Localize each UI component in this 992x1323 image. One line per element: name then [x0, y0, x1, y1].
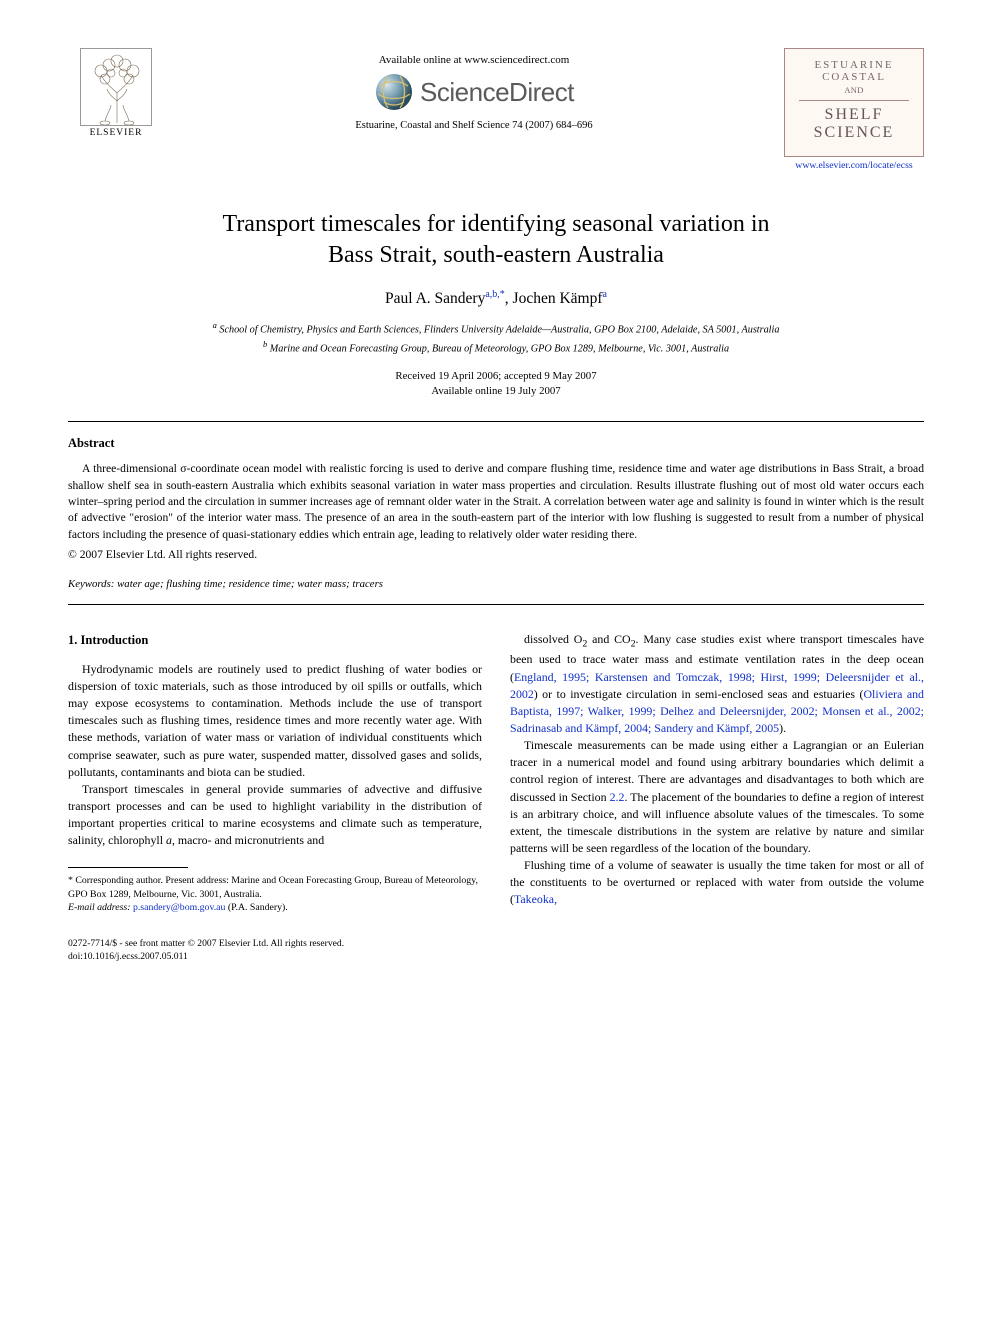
intro-p4: Timescale measurements can be made using… — [510, 737, 924, 857]
header-center: Available online at www.sciencedirect.co… — [164, 48, 784, 131]
corresponding-footnote: * Corresponding author. Present address:… — [68, 874, 482, 914]
affiliation-a: School of Chemistry, Physics and Earth S… — [219, 324, 779, 335]
cover-line-4: SHELF SCIENCE — [791, 106, 917, 142]
title-line-2: Bass Strait, south-eastern Australia — [328, 242, 664, 268]
journal-page: ELSEVIER Available online at www.science… — [0, 0, 992, 1004]
cover-line-3: AND — [844, 85, 863, 95]
author-2-sup: a — [603, 289, 607, 300]
sciencedirect-logo: ScienceDirect — [164, 72, 784, 112]
intro-p3: dissolved O2 and CO2. Many case studies … — [510, 631, 924, 737]
sciencedirect-text: ScienceDirect — [420, 77, 574, 108]
keywords: Keywords: water age; flushing time; resi… — [68, 578, 924, 590]
footnote-email-line: E-mail address: p.sandery@bom.gov.au (P.… — [68, 901, 482, 914]
author-2: Jochen Kämpf — [513, 291, 603, 308]
article-dates: Received 19 April 2006; accepted 9 May 2… — [68, 369, 924, 399]
footnote-separator — [68, 867, 188, 868]
authors: Paul A. Sanderya,b,*, Jochen Kämpfa — [68, 289, 924, 308]
author-1: Paul A. Sandery — [385, 291, 485, 308]
journal-url[interactable]: www.elsevier.com/locate/ecss — [784, 160, 924, 171]
section-1-heading: 1. Introduction — [68, 631, 482, 649]
ref-link-3[interactable]: Takeoka, — [514, 892, 557, 906]
intro-p2: Transport timescales in general provide … — [68, 781, 482, 850]
doi-block: 0272-7714/$ - see front matter © 2007 El… — [68, 938, 482, 964]
available-online-line: Available online at www.sciencedirect.co… — [164, 54, 784, 66]
elsevier-logo-block: ELSEVIER — [68, 48, 164, 138]
keywords-label: Keywords: — [68, 578, 114, 590]
journal-cover: ESTUARINE COASTAL AND SHELF SCIENCE — [784, 48, 924, 157]
abstract-heading: Abstract — [68, 436, 924, 451]
column-left: 1. Introduction Hydrodynamic models are … — [68, 631, 482, 964]
footnote-email-label: E-mail address: — [68, 902, 131, 913]
footnote-corr: * Corresponding author. Present address:… — [68, 874, 482, 900]
rule-bottom — [68, 604, 924, 605]
intro-p1: Hydrodynamic models are routinely used t… — [68, 661, 482, 781]
abstract-copyright: © 2007 Elsevier Ltd. All rights reserved… — [68, 547, 924, 563]
keywords-text: water age; flushing time; residence time… — [117, 578, 383, 590]
cover-line-2: COASTAL — [822, 71, 886, 83]
rule-top — [68, 421, 924, 422]
front-matter-line: 0272-7714/$ - see front matter © 2007 El… — [68, 938, 482, 951]
doi-line: doi:10.1016/j.ecss.2007.05.011 — [68, 951, 482, 964]
cover-line-1: ESTUARINE — [814, 59, 893, 71]
elsevier-tree-icon — [80, 48, 152, 126]
title-line-1: Transport timescales for identifying sea… — [223, 211, 770, 237]
header-row: ELSEVIER Available online at www.science… — [68, 48, 924, 171]
affiliation-b: Marine and Ocean Forecasting Group, Bure… — [270, 343, 729, 354]
received-date: Received 19 April 2006; accepted 9 May 2… — [395, 370, 596, 382]
journal-reference: Estuarine, Coastal and Shelf Science 74 … — [164, 120, 784, 131]
online-date: Available online 19 July 2007 — [431, 385, 560, 397]
column-right: dissolved O2 and CO2. Many case studies … — [510, 631, 924, 964]
article-title: Transport timescales for identifying sea… — [68, 209, 924, 271]
author-1-sup: a,b,* — [485, 289, 504, 300]
section-ref-2-2[interactable]: 2.2 — [610, 790, 625, 804]
sciencedirect-ball-icon — [374, 72, 414, 112]
cover-rule — [799, 100, 910, 101]
abstract-paragraph: A three-dimensional σ-coordinate ocean m… — [68, 461, 924, 543]
journal-cover-block: ESTUARINE COASTAL AND SHELF SCIENCE www.… — [784, 48, 924, 171]
affiliations: a School of Chemistry, Physics and Earth… — [68, 319, 924, 357]
footnote-email[interactable]: p.sandery@bom.gov.au — [133, 902, 225, 913]
body-columns: 1. Introduction Hydrodynamic models are … — [68, 631, 924, 964]
intro-p5: Flushing time of a volume of seawater is… — [510, 857, 924, 908]
elsevier-label: ELSEVIER — [90, 128, 143, 138]
abstract-body: A three-dimensional σ-coordinate ocean m… — [68, 461, 924, 564]
footnote-email-tail: (P.A. Sandery). — [228, 902, 288, 913]
